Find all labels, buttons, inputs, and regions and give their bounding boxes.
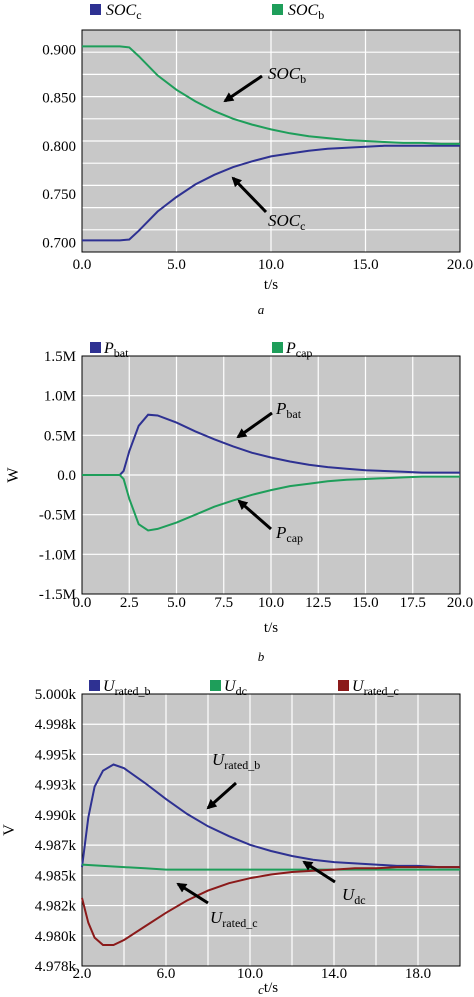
legend-label: SOCb	[288, 2, 324, 22]
series-line-U_rated_b	[81, 763, 460, 869]
y-tick-label: 4.980k	[35, 929, 77, 945]
annotation-arrow	[302, 860, 336, 884]
x-tick-label: 17.5	[400, 595, 426, 611]
plot-frame	[81, 29, 461, 253]
y-tick-label: 1.0M	[44, 389, 76, 405]
legend-swatch	[90, 4, 101, 15]
x-tick-label: 0.0	[73, 595, 92, 611]
y-tick-label: -0.5M	[39, 508, 76, 524]
annotation-arrow	[236, 411, 273, 439]
annotation-label: SOCc	[268, 211, 305, 233]
legend-swatch	[338, 680, 349, 691]
legend-swatch	[210, 680, 221, 691]
annotation-arrow	[237, 499, 272, 531]
legend-label: Pbat	[103, 340, 129, 360]
y-tick-label: 0.700	[42, 235, 76, 251]
panel-label: a	[258, 302, 265, 317]
x-tick-label: 10.0	[258, 595, 284, 611]
annotation-label: Udc	[342, 885, 366, 907]
legend-swatch	[272, 4, 283, 15]
x-tick-label: 2.5	[120, 595, 139, 611]
x-tick-label: 10.0	[237, 966, 263, 982]
series-line-SOC_c	[82, 144, 460, 242]
legend-label: Urated_b	[103, 678, 151, 698]
x-axis-label: t/s	[264, 277, 278, 293]
x-axis-label: t/s	[264, 620, 278, 636]
x-tick-label: 18.0	[405, 966, 431, 982]
x-tick-label: 5.0	[167, 595, 186, 611]
annotation-label: Pbat	[275, 399, 302, 421]
y-tick-label: 4.978k	[35, 959, 77, 975]
x-tick-label: 15.0	[352, 257, 378, 273]
legend-label: Udc	[224, 678, 247, 698]
annotation-label: Urated_c	[210, 908, 258, 930]
y-tick-label: 0.5M	[44, 428, 76, 444]
plot-frame	[81, 693, 461, 967]
x-tick-label: 6.0	[157, 966, 176, 982]
y-tick-label: -1.0M	[39, 547, 76, 563]
x-tick-label: 20.0	[447, 257, 473, 273]
y-tick-label: 0.800	[42, 139, 76, 155]
chart-panel-a: 0.0 5.0 10.0 15.0 20.0 0.700 0.750 0.800 0.850 0.…	[42, 2, 473, 317]
y-tick-label: 1.5M	[44, 349, 76, 365]
y-tick-label: 4.993k	[35, 778, 77, 794]
plot-area	[82, 694, 460, 966]
y-tick-label: 4.998k	[35, 717, 77, 733]
series-line-P_cap	[82, 474, 460, 532]
x-tick-label: 14.0	[321, 966, 347, 982]
legend-label: SOCc	[106, 2, 142, 22]
annotation-label: SOCb	[268, 64, 306, 86]
series-line-U_dc	[81, 863, 460, 871]
annotation-arrow	[231, 176, 268, 214]
y-axis-label: W	[5, 467, 22, 483]
legend-label: Pcap	[285, 340, 312, 360]
x-tick-label: 5.0	[167, 257, 186, 273]
legend-label: Urated_c	[352, 678, 399, 698]
chart-panel-b: 0.0 2.5 5.0 7.5 10.0 12.5 15.0 17.5 20.0 1.5M 1.0M…	[5, 340, 473, 664]
x-tick-label: 2.0	[73, 966, 92, 982]
legend-swatch	[89, 680, 100, 691]
y-tick-label: 0.0	[57, 468, 76, 484]
x-tick-label: 20.0	[447, 595, 473, 611]
x-tick-label: 10.0	[258, 257, 284, 273]
y-tick-label: 0.750	[42, 187, 76, 203]
y-tick-label: -1.5M	[39, 587, 76, 603]
y-tick-label: 4.987k	[35, 838, 77, 854]
annotation-label: Pcap	[275, 523, 303, 545]
chart-panel-c: 2.0 6.0 10.0 14.0 18.0 5.000k 4.998k 4.995k 4.99…	[1, 678, 461, 997]
panel-label: c	[258, 982, 264, 997]
y-axis-label: V	[1, 824, 18, 836]
panel-label: b	[258, 649, 265, 664]
annotation-label: Urated_b	[212, 750, 260, 772]
y-tick-label: 4.995k	[35, 747, 77, 763]
y-tick-label: 5.000k	[35, 687, 77, 703]
annotation-arrow	[176, 882, 209, 905]
x-tick-label: 7.5	[214, 595, 233, 611]
annotation-arrow	[206, 781, 237, 810]
x-axis-label: t/s	[264, 980, 278, 996]
series-line-P_bat	[82, 413, 460, 476]
x-tick-label: 0.0	[73, 257, 92, 273]
x-tick-label: 15.0	[352, 595, 378, 611]
legend-swatch	[272, 342, 283, 353]
y-tick-label: 4.982k	[35, 899, 77, 915]
y-tick-label: 4.985k	[35, 868, 77, 884]
series-line-SOC_b	[82, 45, 460, 145]
legend-swatch	[90, 342, 101, 353]
y-tick-label: 4.990k	[35, 808, 77, 824]
annotation-arrow	[223, 74, 263, 103]
y-tick-label: 0.850	[42, 91, 76, 107]
series-line-U_rated_c	[81, 866, 460, 946]
x-tick-label: 12.5	[305, 595, 331, 611]
y-tick-label: 0.900	[42, 42, 76, 58]
